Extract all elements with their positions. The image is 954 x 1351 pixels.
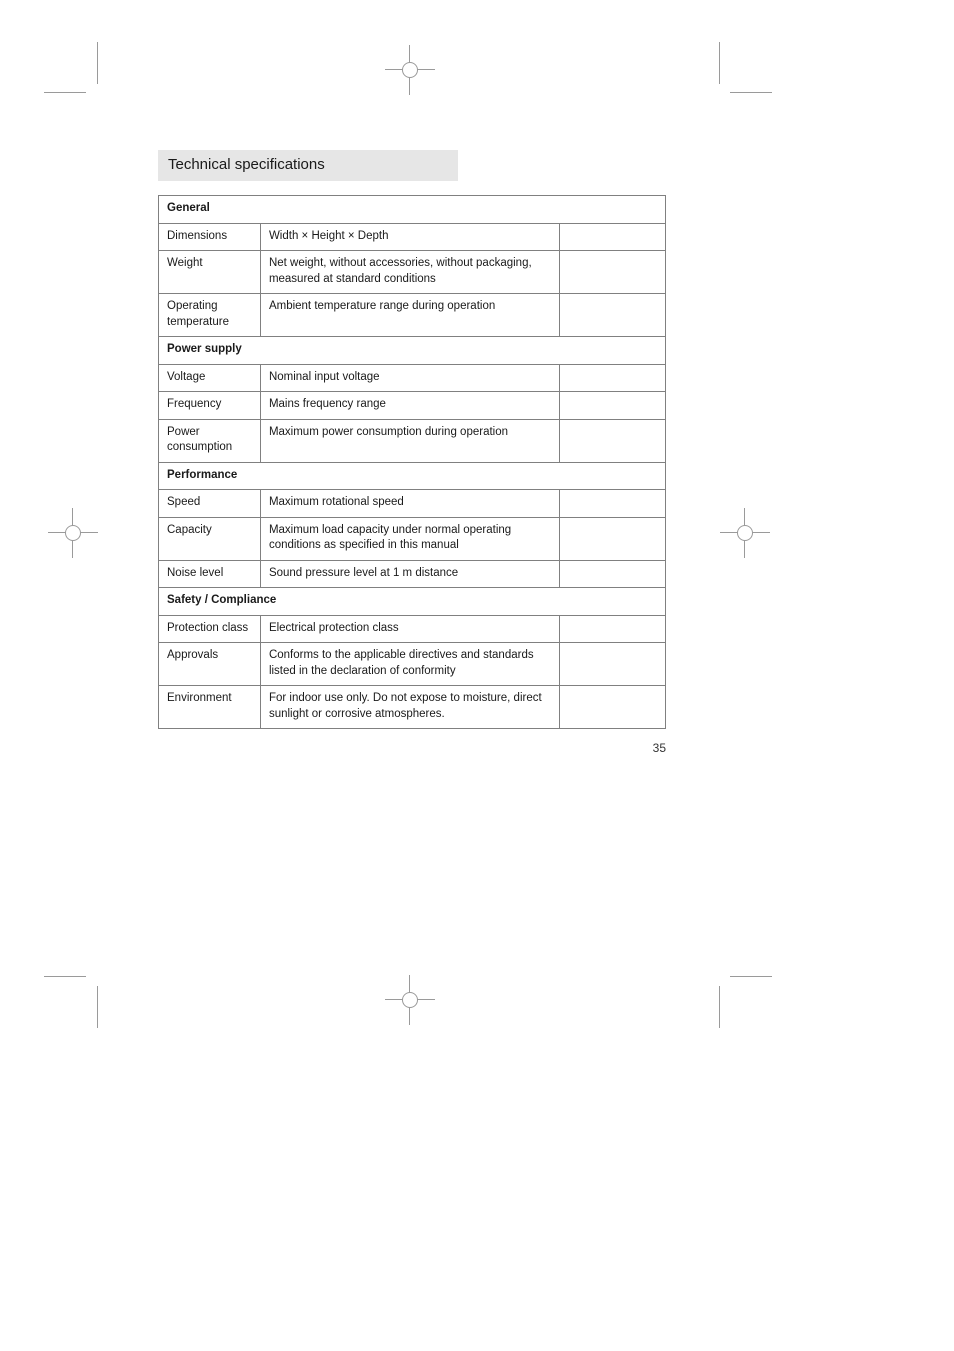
table-cell: Frequency <box>159 392 261 420</box>
table-cell <box>560 643 666 686</box>
table-cell: Speed <box>159 490 261 518</box>
table-cell: Maximum rotational speed <box>260 490 559 518</box>
registration-mark-icon <box>720 508 770 558</box>
table-section-heading: General <box>159 196 666 224</box>
table-row: FrequencyMains frequency range <box>159 392 666 420</box>
table-section-heading: Safety / Compliance <box>159 588 666 616</box>
table-cell <box>560 490 666 518</box>
registration-mark-icon <box>48 508 98 558</box>
table-cell <box>560 560 666 588</box>
table-row: WeightNet weight, without accessories, w… <box>159 251 666 294</box>
registration-mark-icon <box>385 45 435 95</box>
table-row: Operating temperatureAmbient temperature… <box>159 294 666 337</box>
table-cell <box>560 251 666 294</box>
table-cell <box>560 294 666 337</box>
table-cell <box>560 392 666 420</box>
table-row: ApprovalsConforms to the applicable dire… <box>159 643 666 686</box>
table-cell: Capacity <box>159 517 261 560</box>
table-cell: Noise level <box>159 560 261 588</box>
table-cell: Mains frequency range <box>260 392 559 420</box>
table-section-heading: Performance <box>159 462 666 490</box>
table-cell: For indoor use only. Do not expose to mo… <box>260 686 559 729</box>
table-cell <box>560 615 666 643</box>
table-cell: Power consumption <box>159 419 261 462</box>
table-row: DimensionsWidth × Height × Depth <box>159 223 666 251</box>
page-number: 35 <box>653 741 666 755</box>
table-row: CapacityMaximum load capacity under norm… <box>159 517 666 560</box>
section-title: Technical specifications <box>158 150 458 181</box>
specifications-table: GeneralDimensionsWidth × Height × DepthW… <box>158 195 666 729</box>
table-cell: Maximum power consumption during operati… <box>260 419 559 462</box>
table-cell: Dimensions <box>159 223 261 251</box>
table-row: EnvironmentFor indoor use only. Do not e… <box>159 686 666 729</box>
table-cell: Electrical protection class <box>260 615 559 643</box>
table-cell <box>560 223 666 251</box>
table-cell: Environment <box>159 686 261 729</box>
table-section-heading: Power supply <box>159 337 666 365</box>
table-cell: Conforms to the applicable directives an… <box>260 643 559 686</box>
table-cell: Operating temperature <box>159 294 261 337</box>
table-cell: Voltage <box>159 364 261 392</box>
table-cell: Sound pressure level at 1 m distance <box>260 560 559 588</box>
table-cell <box>560 517 666 560</box>
table-cell <box>560 364 666 392</box>
table-row: Noise levelSound pressure level at 1 m d… <box>159 560 666 588</box>
table-cell <box>560 419 666 462</box>
table-cell: Protection class <box>159 615 261 643</box>
registration-mark-icon <box>385 975 435 1025</box>
table-cell: Nominal input voltage <box>260 364 559 392</box>
table-row: SpeedMaximum rotational speed <box>159 490 666 518</box>
table-cell <box>560 686 666 729</box>
table-cell: Weight <box>159 251 261 294</box>
table-cell: Net weight, without accessories, without… <box>260 251 559 294</box>
table-cell: Maximum load capacity under normal opera… <box>260 517 559 560</box>
table-row: Power consumptionMaximum power consumpti… <box>159 419 666 462</box>
table-row: Protection classElectrical protection cl… <box>159 615 666 643</box>
table-cell: Width × Height × Depth <box>260 223 559 251</box>
table-cell: Approvals <box>159 643 261 686</box>
table-row: VoltageNominal input voltage <box>159 364 666 392</box>
table-cell: Ambient temperature range during operati… <box>260 294 559 337</box>
page-content: Technical specifications GeneralDimensio… <box>158 150 666 729</box>
